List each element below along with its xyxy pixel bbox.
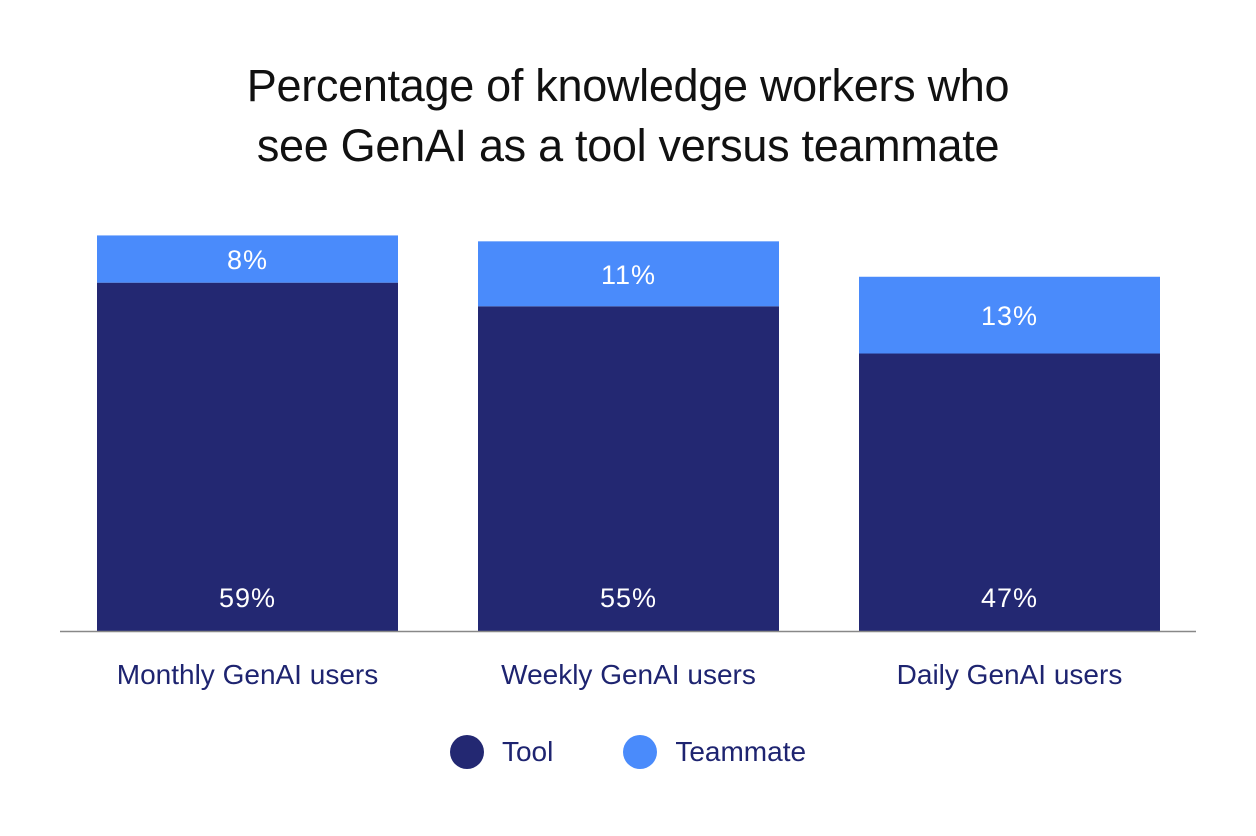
data-label-teammate-weekly-genai-users: 11% [601,260,656,290]
bar-teammate-monthly-genai-users [97,235,398,283]
bar-teammate-daily-genai-users [859,276,1160,354]
chart-title-line-2: see GenAI as a tool versus teammate [256,120,1000,171]
chart-title-line-1: Percentage of knowledge workers who [246,60,1010,111]
category-label-weekly-genai-users: Weekly GenAI users [501,659,756,690]
data-label-tool-weekly-genai-users: 55% [600,583,657,613]
bar-tool-daily-genai-users [859,353,1160,631]
bar-tool-weekly-genai-users [478,306,779,631]
legend-swatch-tool [449,735,484,769]
data-label-tool-daily-genai-users: 47% [981,583,1038,613]
legend-label-teammate: Teammate [675,736,807,767]
legend-label-tool: Tool [501,736,554,767]
bar-teammate-weekly-genai-users [478,241,779,307]
category-label-daily-genai-users: Daily GenAI users [897,659,1123,690]
data-label-teammate-monthly-genai-users: 8% [227,245,268,275]
legend-item-teammate: Teammate [623,735,806,769]
data-label-teammate-daily-genai-users: 13% [981,301,1038,331]
category-label-monthly-genai-users: Monthly GenAI users [117,659,378,690]
legend-swatch-teammate [623,735,658,769]
data-label-tool-monthly-genai-users: 59% [219,583,276,613]
legend: Tool Teammate [0,728,1256,776]
bar-tool-monthly-genai-users [97,282,398,631]
legend-item-tool: Tool [449,735,554,769]
chart-title: Percentage of knowledge workers who see … [0,56,1256,176]
